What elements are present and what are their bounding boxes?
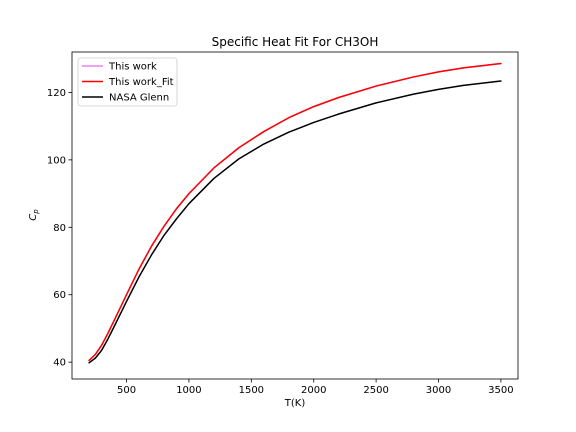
legend-label: This work — [108, 62, 157, 73]
series-line-2 — [88, 80, 502, 364]
y-axis-label-group: Cp — [28, 209, 40, 221]
x-axis: 500 1000 1500 2000 2500 3000 3500 — [117, 379, 514, 396]
y-axis-label-subscript: p — [32, 209, 40, 215]
y-axis-label: Cp — [28, 209, 40, 221]
y-tick-label: 60 — [53, 290, 66, 301]
x-tick-label: 500 — [117, 385, 136, 396]
y-axis: 40 60 80 100 120 — [47, 88, 72, 369]
plot-area — [72, 52, 518, 379]
x-tick-label: 3000 — [426, 385, 451, 396]
legend-label: NASA Glenn — [109, 93, 169, 104]
legend-box — [77, 57, 178, 107]
y-tick-label: 80 — [53, 223, 66, 234]
legend: This work This work_Fit NASA Glenn — [77, 57, 178, 107]
x-axis-label: T(K) — [284, 398, 306, 409]
y-tick-label: 40 — [53, 358, 66, 369]
y-tick-label: 100 — [47, 155, 66, 166]
x-tick-label: 2500 — [363, 385, 388, 396]
y-tick-label: 120 — [47, 88, 66, 99]
chart-title: Specific Heat Fit For CH3OH — [212, 35, 379, 49]
x-tick-label: 1500 — [239, 385, 264, 396]
series-layer — [88, 62, 502, 364]
x-tick-label: 2000 — [301, 385, 326, 396]
axes-frame — [71, 51, 519, 380]
x-tick-label: 1000 — [176, 385, 201, 396]
legend-label: This work_Fit — [108, 77, 174, 88]
y-axis-label-main: C — [28, 214, 39, 221]
x-tick-label: 3500 — [488, 385, 513, 396]
series-line-1 — [88, 62, 502, 362]
